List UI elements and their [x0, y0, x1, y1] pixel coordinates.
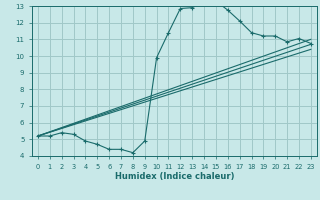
X-axis label: Humidex (Indice chaleur): Humidex (Indice chaleur)	[115, 172, 234, 181]
